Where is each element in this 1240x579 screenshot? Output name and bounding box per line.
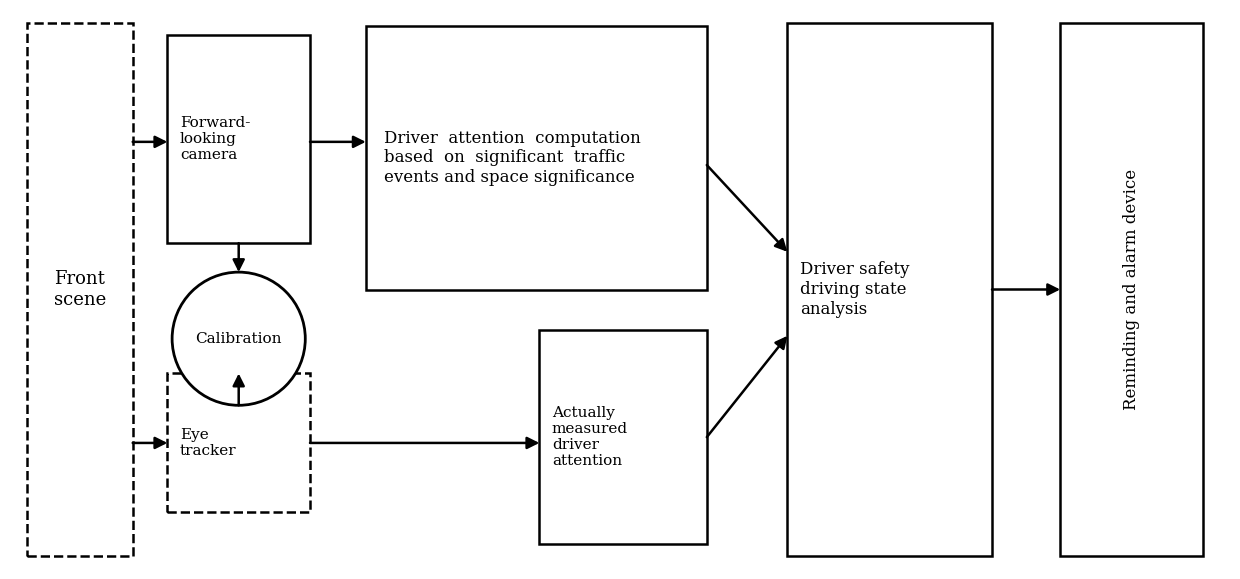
Text: Actually
measured
driver
attention: Actually measured driver attention xyxy=(552,406,627,468)
Text: Eye
tracker: Eye tracker xyxy=(180,428,237,458)
Bar xyxy=(167,35,310,243)
Text: Driver safety
driving state
analysis: Driver safety driving state analysis xyxy=(800,261,909,318)
Bar xyxy=(539,330,707,544)
Ellipse shape xyxy=(172,272,305,405)
Bar xyxy=(787,23,992,556)
Bar xyxy=(167,373,310,512)
Text: Reminding and alarm device: Reminding and alarm device xyxy=(1123,169,1140,410)
Text: Calibration: Calibration xyxy=(196,332,281,346)
Text: Front
scene: Front scene xyxy=(53,270,107,309)
Bar xyxy=(1060,23,1203,556)
Bar xyxy=(366,26,707,290)
Text: Forward-
looking
camera: Forward- looking camera xyxy=(180,116,250,162)
Bar xyxy=(27,23,133,556)
Text: Driver  attention  computation
based  on  significant  traffic
events and space : Driver attention computation based on si… xyxy=(384,130,641,186)
